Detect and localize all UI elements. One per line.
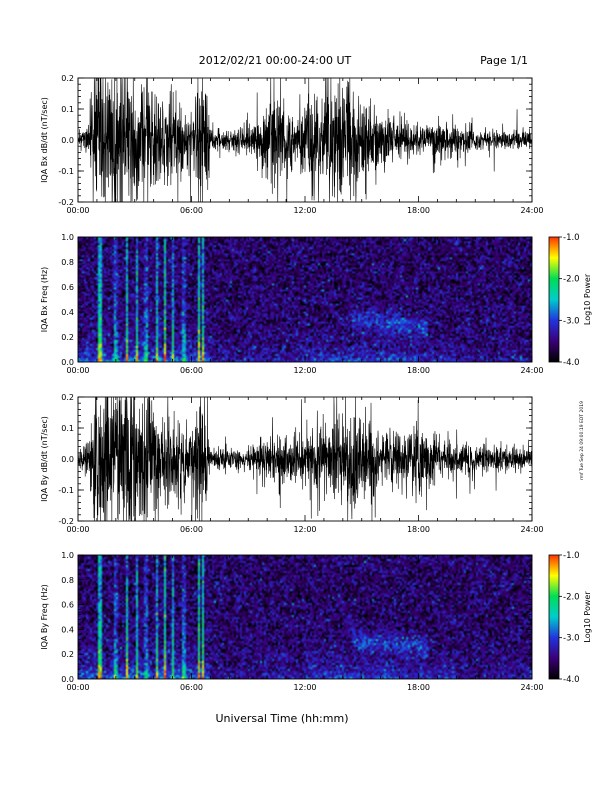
y-tick-label: -0.1: [58, 167, 74, 176]
x-tick-label: 12:00: [293, 683, 316, 692]
y-tick-label: 1.0: [61, 233, 74, 242]
y-tick-label: 0.0: [61, 455, 74, 464]
x-tick-label: 06:00: [180, 525, 203, 534]
colorbar: [548, 554, 560, 680]
colorbar-tick-label: -3.0: [563, 634, 580, 644]
colorbar-title: Log10 Power: [583, 273, 592, 325]
waveform-trace: [78, 397, 532, 521]
colorbar-tick-label: -4.0: [563, 358, 580, 368]
spectrogram-image: [78, 237, 532, 362]
date-range-title: 2012/02/21 00:00-24:00 UT: [199, 54, 352, 67]
x-tick-label: 12:00: [293, 525, 316, 534]
spectrogram-image: [78, 555, 532, 679]
generation-stamp: rmf Tue Sep 24 09:00:19 EDT 2019: [579, 401, 585, 480]
x-tick-label: 00:00: [66, 683, 89, 692]
y-tick-label: -0.2: [58, 517, 74, 526]
y-tick-label: 0.1: [61, 105, 74, 114]
panels: 00:00 06:00 12:00 18:00 24:00 -0.2 -0.1 0.0 0.1 0…: [40, 74, 592, 692]
panel-by-spectrogram: -1.0 -2.0 -3.0 -4.0 Log10 Power 00:00 06:00 12:…: [40, 551, 592, 692]
y-axis-title: IQA Bx dB/dt (nT/sec): [40, 97, 49, 183]
x-tick-label: 00:00: [66, 206, 89, 215]
x-tick-label: 06:00: [180, 683, 203, 692]
x-tick-label: 18:00: [407, 683, 430, 692]
y-tick-label: -0.2: [58, 198, 74, 207]
colorbar: [548, 236, 560, 363]
x-tick-label: 18:00: [407, 525, 430, 534]
panel-bx-waveform: 00:00 06:00 12:00 18:00 24:00 -0.2 -0.1 0.0 0.1 0…: [40, 74, 544, 215]
y-tick-label: 0.0: [61, 358, 74, 367]
y-tick-label: 0.2: [61, 393, 74, 402]
y-tick-label: 0.2: [61, 650, 74, 659]
x-axis-title: Universal Time (hh:mm): [216, 712, 349, 725]
x-tick-label: 24:00: [520, 366, 543, 375]
waveform-trace: [78, 78, 532, 202]
y-tick-label: 0.0: [61, 136, 74, 145]
y-axis-title: IQA By dB/dt (nT/sec): [40, 416, 49, 502]
x-tick-label: 06:00: [180, 206, 203, 215]
y-tick-label: 0.1: [61, 424, 74, 433]
colorbar-tick-label: -3.0: [563, 316, 580, 326]
x-tick-label: 24:00: [520, 206, 543, 215]
colorbar-tick-label: -2.0: [563, 592, 580, 602]
y-tick-label: 0.6: [61, 601, 74, 610]
panel-by-waveform: 00:00 06:00 12:00 18:00 24:00 -0.2 -0.1 0.0 0.1 0…: [40, 393, 544, 534]
y-tick-label: 0.2: [61, 333, 74, 342]
y-tick-label: -0.1: [58, 486, 74, 495]
colorbar-tick-label: -1.0: [563, 233, 580, 243]
y-tick-label: 0.2: [61, 74, 74, 83]
x-tick-label: 24:00: [520, 525, 543, 534]
x-tick-label: 12:00: [293, 366, 316, 375]
y-tick-label: 0.8: [61, 576, 74, 585]
y-axis-title: IQA Bx Freq (Hz): [40, 267, 49, 333]
x-tick-label: 00:00: [66, 525, 89, 534]
y-axis-title: IQA By Freq (Hz): [40, 584, 49, 650]
colorbar-tick-label: -4.0: [563, 675, 580, 685]
y-tick-label: 0.8: [61, 258, 74, 267]
x-tick-label: 24:00: [520, 683, 543, 692]
y-tick-label: 0.6: [61, 283, 74, 292]
y-tick-label: 1.0: [61, 551, 74, 560]
page-number: Page 1/1: [480, 54, 528, 67]
y-tick-label: 0.0: [61, 675, 74, 684]
x-tick-label: 18:00: [407, 366, 430, 375]
colorbar-tick-label: -2.0: [563, 275, 580, 285]
x-tick-label: 06:00: [180, 366, 203, 375]
x-tick-label: 00:00: [66, 366, 89, 375]
y-tick-label: 0.4: [61, 625, 74, 634]
x-tick-label: 12:00: [293, 206, 316, 215]
y-tick-label: 0.4: [61, 308, 74, 317]
colorbar-tick-label: -1.0: [563, 551, 580, 561]
colorbar-title: Log10 Power: [583, 591, 592, 643]
panel-bx-spectrogram: -1.0 -2.0 -3.0 -4.0 Log10 Power 00:00 06:00 12:…: [40, 233, 592, 375]
x-tick-label: 18:00: [407, 206, 430, 215]
